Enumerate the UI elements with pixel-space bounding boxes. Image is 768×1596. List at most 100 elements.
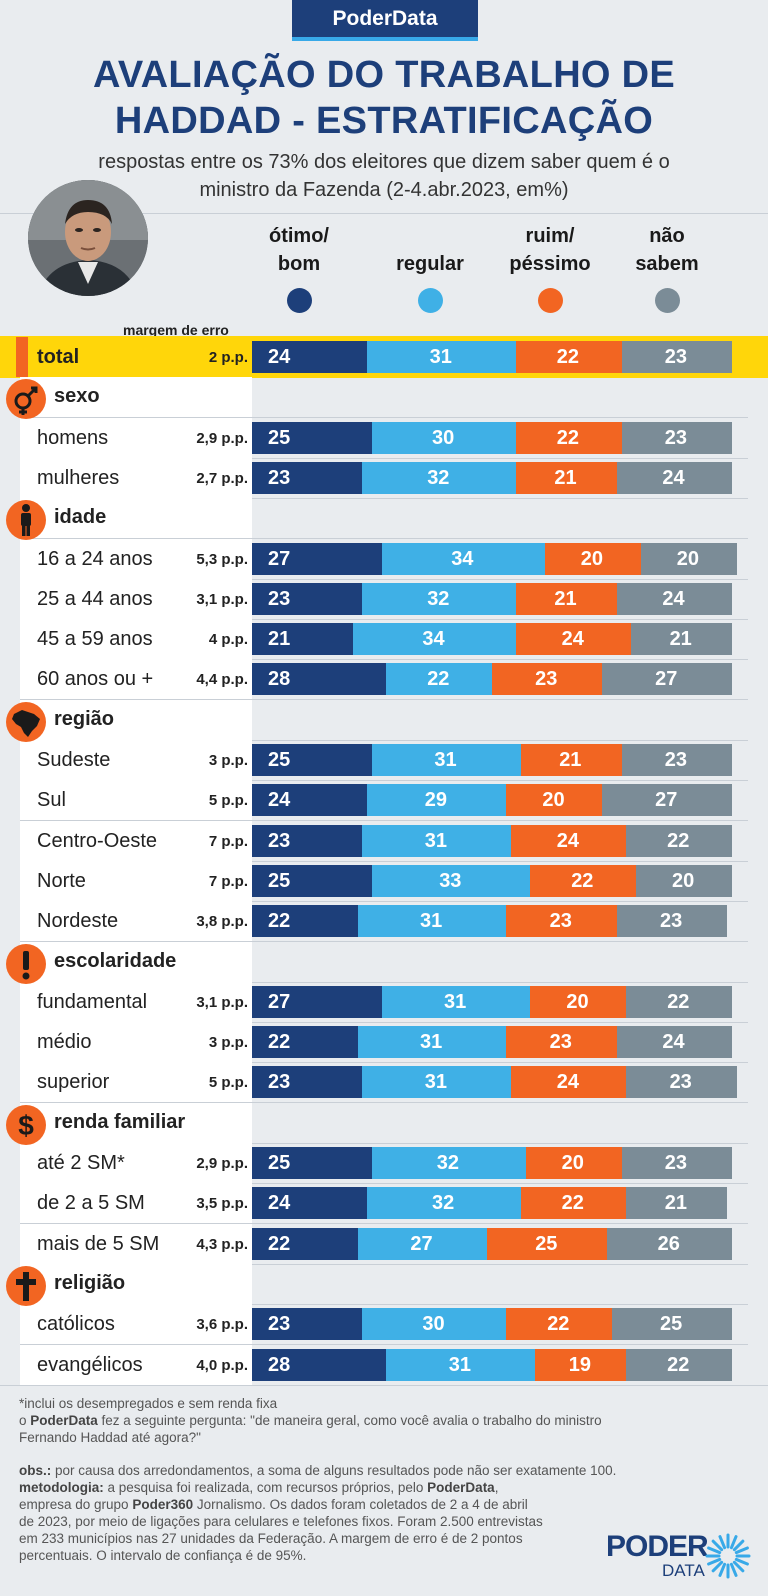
poderdata-logo: PODER DATA [606,1532,756,1582]
bar-segment: 20 [525,1147,622,1179]
stacked-bar: 25 31 21 23 [252,744,732,776]
bar-segment: 25 [252,864,372,897]
data-label: 20 [561,1152,584,1174]
data-label: 21 [554,466,577,489]
stacked-bar: 25 32 20 23 [252,1147,732,1179]
row-label: Norte [37,869,86,892]
legend-item: ruim/péssimo [509,225,591,275]
bar-segment: 22 [516,421,622,454]
row-label: 60 anos ou + [37,668,154,691]
data-label: 27 [268,990,291,1013]
data-label: 23 [664,426,688,449]
data-label: 32 [427,466,450,489]
bar-segment: 31 [362,1066,512,1099]
data-label: 22 [268,910,291,933]
data-label: 30 [422,1313,445,1336]
data-row: 45 a 59 anos 4 p.p. 21 34 24 21 [0,619,768,661]
data-label: 28 [268,668,291,691]
row-label: médio [37,1031,92,1054]
bar-segment: 22 [515,341,622,373]
row-label: católicos [37,1313,115,1336]
divider [20,417,748,419]
portrait-photo [28,180,148,296]
methodology-note: obs.: por causa dos arredondamentos, a s… [19,1463,617,1563]
data-label: 23 [268,1313,291,1336]
bar-segment: 24 [616,461,732,494]
data-label: 21 [664,1192,688,1215]
row-label: superior [37,1071,110,1094]
data-row: até 2 SM* 2,9 p.p. 25 32 20 23 [0,1143,768,1184]
margin-of-error: 4,4 p.p. [196,671,248,689]
row-label: 45 a 59 anos [37,628,153,651]
stacked-bar: 23 30 22 25 [252,1308,732,1341]
data-label: 24 [556,829,580,852]
bar-segment: 22 [626,824,732,857]
bar-segment: 26 [607,1227,732,1260]
data-label: 26 [657,1232,680,1255]
logo-ray [707,1557,722,1566]
logo-ray [711,1560,724,1573]
divider [20,659,748,661]
data-row: de 2 a 5 SM 3,5 p.p. 24 32 22 21 [0,1183,768,1225]
data-label: 25 [268,869,291,892]
bar-segment: 23 [252,824,363,857]
bar-segment: 24 [252,341,368,373]
data-row: Norte 7 p.p. 25 33 22 20 [0,860,768,902]
data-row: mulheres 2,7 p.p. 23 32 21 24 [0,457,768,499]
question-note: o PoderData fez a seguinte pergunta: "de… [19,1413,602,1445]
logo-ray [729,1562,738,1577]
bar-segment: 23 [252,1308,363,1341]
bar-segment: 34 [352,623,516,656]
data-label: 22 [556,346,580,368]
row-label-box [20,981,252,1022]
data-label: 31 [424,829,448,852]
divider [20,1102,748,1104]
data-label: 20 [676,547,700,570]
divider [20,618,748,620]
margin-of-error: 3,1 p.p. [196,590,248,608]
data-label: 23 [268,829,291,852]
divider [20,1062,748,1064]
data-label: 33 [439,869,462,892]
margin-of-error-header: margem de erro [123,322,229,338]
stacked-bar: 28 31 19 22 [252,1348,732,1381]
bar-segment: 23 [621,341,732,373]
data-label: 22 [268,1031,291,1054]
bar-segment: 23 [616,905,728,938]
bar-segment: 30 [362,1308,507,1341]
chart-title: AVALIAÇÃO DO TRABALHO DE HADDAD - ESTRAT… [92,54,676,142]
data-row: Centro-Oeste 7 p.p. 23 31 24 22 [0,820,768,862]
bar-segment: 23 [506,905,617,938]
data-label: 27 [268,547,291,570]
data-row: Nordeste 3,8 p.p. 22 31 23 23 [0,901,768,943]
row-label-box [20,1183,252,1224]
data-label: 25 [268,1152,291,1174]
logo-ray [718,1562,727,1577]
bar-segment: 32 [362,461,516,494]
brazil-map-icon [6,701,46,742]
data-row: homens 2,9 p.p. 25 30 22 23 [0,417,768,459]
bar-segment: 30 [372,421,516,454]
divider [20,578,748,580]
data-label: 24 [662,1031,685,1054]
bar-segment: 34 [381,542,545,575]
row-label: Centro-Oeste [37,829,158,852]
bar-segment: 21 [515,461,617,494]
data-label: 31 [443,990,467,1013]
bar-segment: 31 [362,824,512,857]
divider [20,820,748,822]
data-label: 24 [561,628,584,651]
divider [20,860,748,862]
data-label: 29 [424,789,448,812]
category-label: sexo [54,385,100,408]
stacked-bar: 23 31 24 22 [252,824,732,857]
data-label: 23 [549,1031,572,1054]
exclamation-icon [6,943,46,984]
divider [20,1303,748,1305]
data-label: 22 [667,1353,690,1376]
row-label-box [20,1062,252,1103]
row-label-box [20,538,252,579]
person-icon [6,500,46,541]
data-label: 20 [542,789,565,812]
legend-swatch [538,288,563,313]
